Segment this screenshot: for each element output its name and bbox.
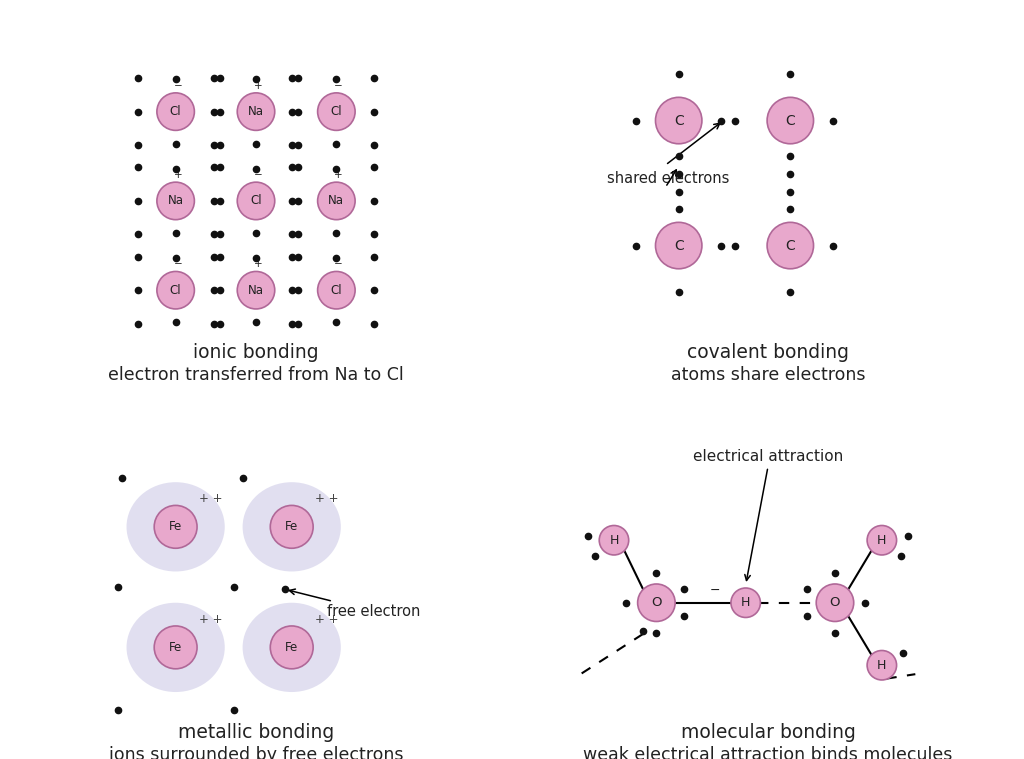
Text: C: C [674, 114, 684, 128]
Circle shape [270, 505, 313, 548]
Text: electrical attraction: electrical attraction [693, 449, 843, 465]
Circle shape [816, 584, 854, 622]
Text: −: − [710, 584, 721, 597]
Text: H: H [609, 534, 618, 546]
Text: C: C [674, 238, 684, 253]
Text: Na: Na [248, 105, 264, 118]
Ellipse shape [243, 482, 341, 572]
Text: + +: + + [199, 493, 222, 505]
Text: electron transferred from Na to Cl: electron transferred from Na to Cl [109, 366, 403, 384]
Circle shape [655, 222, 701, 269]
Circle shape [270, 626, 313, 669]
Text: Fe: Fe [285, 521, 298, 534]
Text: Fe: Fe [285, 641, 298, 654]
Ellipse shape [243, 603, 341, 692]
Circle shape [238, 93, 274, 131]
Text: metallic bonding: metallic bonding [178, 723, 334, 742]
Circle shape [317, 93, 355, 131]
Text: Cl: Cl [170, 105, 181, 118]
Text: +: + [254, 260, 262, 269]
Ellipse shape [127, 482, 224, 572]
Text: covalent bonding: covalent bonding [687, 343, 849, 362]
Circle shape [867, 525, 897, 555]
Text: +: + [173, 170, 182, 180]
Text: Cl: Cl [250, 194, 262, 207]
Text: Na: Na [168, 194, 183, 207]
Text: H: H [878, 534, 887, 546]
Text: Cl: Cl [331, 284, 342, 297]
Text: −: − [334, 260, 343, 269]
Text: Na: Na [329, 194, 344, 207]
Text: Fe: Fe [169, 641, 182, 654]
Text: H: H [741, 597, 751, 609]
Circle shape [767, 97, 813, 143]
Circle shape [731, 588, 761, 618]
Circle shape [317, 182, 355, 219]
Circle shape [655, 97, 701, 143]
Text: −: − [173, 80, 182, 90]
Text: ionic bonding: ionic bonding [194, 343, 318, 362]
Text: +: + [334, 170, 343, 180]
Text: ions surrounded by free electrons: ions surrounded by free electrons [109, 745, 403, 759]
Text: shared electrons: shared electrons [607, 171, 730, 186]
Text: + +: + + [199, 613, 222, 626]
Text: −: − [254, 170, 262, 180]
Text: Cl: Cl [170, 284, 181, 297]
Text: C: C [785, 238, 796, 253]
Circle shape [155, 505, 197, 548]
Circle shape [317, 272, 355, 309]
Text: free electron: free electron [290, 589, 421, 619]
Circle shape [638, 584, 675, 622]
Circle shape [867, 650, 897, 680]
Text: H: H [878, 659, 887, 672]
Text: atoms share electrons: atoms share electrons [671, 366, 865, 384]
Text: O: O [651, 597, 662, 609]
Text: + +: + + [315, 493, 339, 505]
Circle shape [238, 272, 274, 309]
Circle shape [767, 222, 813, 269]
Text: −: − [334, 80, 343, 90]
Circle shape [599, 525, 629, 555]
Text: Na: Na [248, 284, 264, 297]
Circle shape [238, 182, 274, 219]
Text: −: − [173, 260, 182, 269]
Text: molecular bonding: molecular bonding [681, 723, 855, 742]
Circle shape [157, 272, 195, 309]
Circle shape [155, 626, 197, 669]
Text: +: + [254, 80, 262, 90]
Text: C: C [785, 114, 796, 128]
Ellipse shape [127, 603, 224, 692]
Text: + +: + + [315, 613, 339, 626]
Text: Cl: Cl [331, 105, 342, 118]
Circle shape [157, 93, 195, 131]
Circle shape [157, 182, 195, 219]
Text: weak electrical attraction binds molecules: weak electrical attraction binds molecul… [584, 745, 952, 759]
Text: Fe: Fe [169, 521, 182, 534]
Text: O: O [829, 597, 841, 609]
